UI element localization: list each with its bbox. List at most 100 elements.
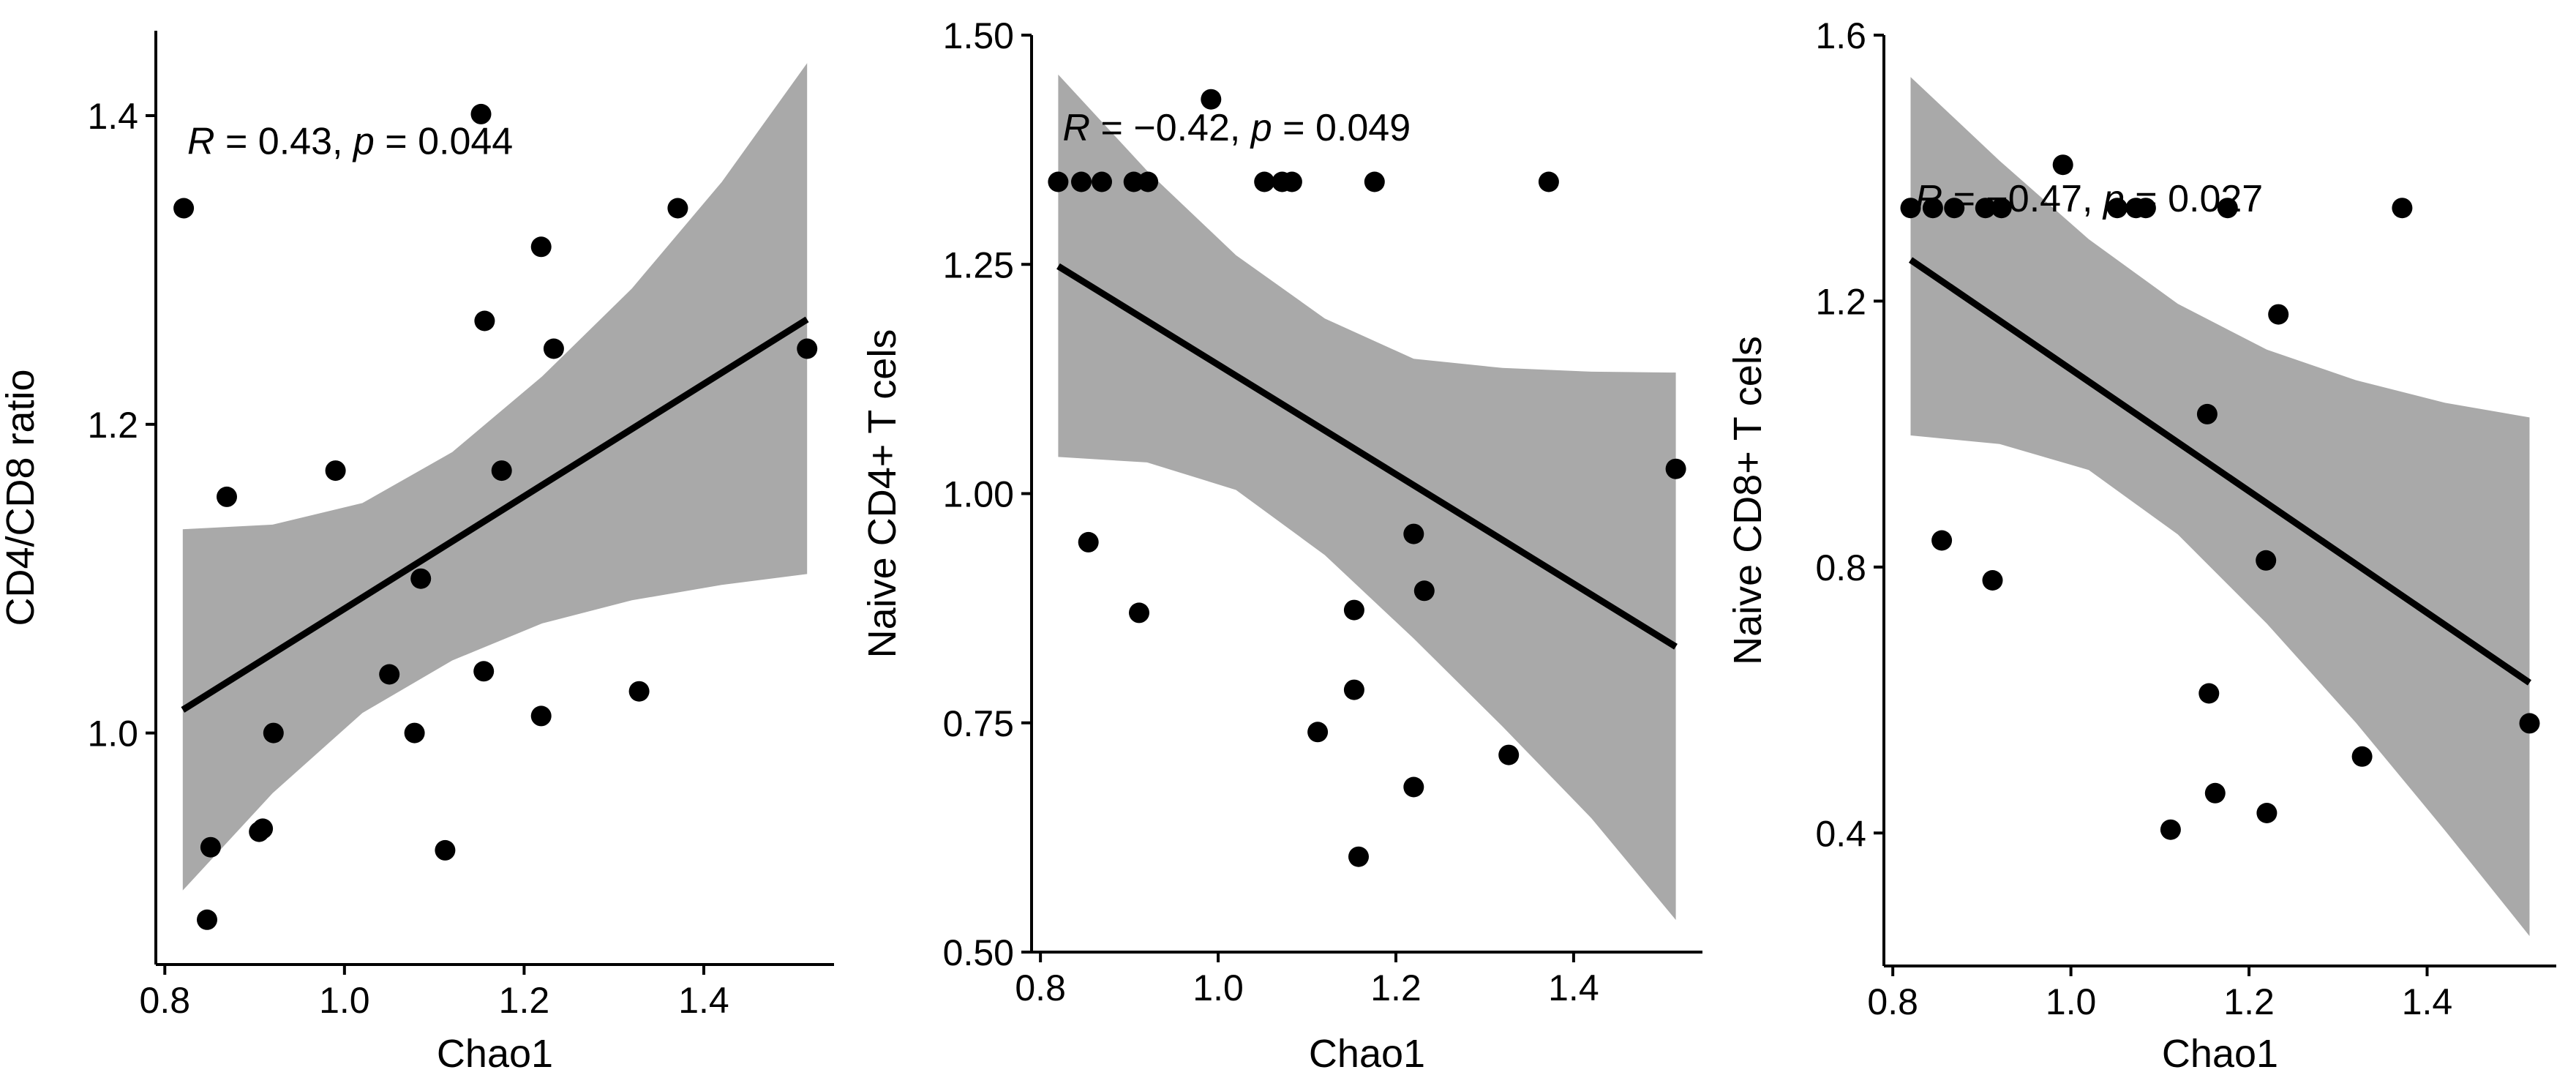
panel-3-point — [2392, 198, 2413, 219]
panel-1-y-tick-label: 1.0 — [87, 714, 138, 754]
panel-3-point — [2268, 304, 2289, 325]
panel-3-point — [2256, 803, 2278, 823]
panel-1-point — [470, 103, 492, 124]
panel-2-point — [1071, 171, 1092, 192]
panel-2-y-tick-label: 1.00 — [943, 474, 1014, 515]
panel-2-point — [1078, 531, 1099, 553]
panel-1-annotation-r-value: = 0.43, — [215, 121, 353, 163]
panel-1-point — [473, 661, 495, 682]
panel-1-point — [379, 664, 400, 685]
panel-2-x-tick-label: 1.4 — [1548, 967, 1599, 1008]
panel-1-point — [217, 486, 237, 507]
panel-3: 0.8 1.0 1.2 1.4 0.4 0.8 1.2 1.6 Chao1 Naive CD8+ … — [1726, 15, 2556, 1076]
panel-1-annotation-p-value: = 0.044 — [375, 121, 513, 163]
panel-2-point — [1307, 722, 1329, 743]
panel-1-y-tick-label: 1.2 — [87, 405, 138, 446]
panel-3-point — [2052, 154, 2073, 176]
panel-3-point — [1944, 198, 1965, 219]
panel-1-point — [263, 722, 284, 744]
panel-3-point — [1931, 530, 1953, 551]
panel-1-point — [435, 839, 456, 861]
panel-2-point — [1348, 846, 1369, 867]
panel-1-correlation-annotation: R = 0.43, p = 0.044 — [187, 121, 513, 163]
panel-3-x-tick-label: 1.0 — [2046, 981, 2097, 1022]
panel-2-point — [1364, 171, 1385, 192]
panel-1-point — [628, 681, 650, 702]
panel-2-annotation-r-symbol: R — [1063, 107, 1091, 149]
panel-3-x-axis-title: Chao1 — [2162, 1032, 2278, 1076]
panel-3-annotation-p-symbol: p — [2102, 178, 2125, 220]
panel-2-y-tick-label: 0.75 — [943, 703, 1014, 744]
panel-1-point — [667, 198, 688, 219]
panel-1-point — [530, 705, 552, 727]
panel-2-x-axis-title: Chao1 — [1309, 1032, 1425, 1076]
panel-2-y-axis-title: Naive CD4+ T cels — [860, 329, 904, 659]
panel-2-point — [1403, 523, 1424, 544]
panel-3-point — [2204, 782, 2226, 804]
panel-3-point — [2351, 746, 2373, 767]
panel-3-point — [1900, 198, 1921, 219]
panel-2: 0.8 1.0 1.2 1.4 0.50 0.75 1.00 1.25 1.50 Chao1 Nai… — [860, 15, 1702, 1076]
panel-1-y-tick-label: 1.4 — [87, 96, 138, 137]
panel-2-confidence-band — [1058, 74, 1676, 921]
panel-2-point — [1138, 171, 1159, 192]
panel-2-point — [1538, 171, 1559, 192]
panel-2-point — [1201, 89, 1222, 110]
panel-2-y-tick-label: 0.50 — [943, 932, 1014, 973]
panel-1-point — [325, 460, 346, 482]
panel-3-point — [2198, 683, 2220, 704]
panel-2-point — [1343, 679, 1364, 700]
panel-3-y-axis-title: Naive CD8+ T cels — [1726, 336, 1770, 665]
panel-1-point — [252, 818, 274, 839]
panel-3-point — [2106, 198, 2128, 219]
panel-2-point — [1413, 580, 1435, 602]
panel-2-correlation-annotation: R = −0.42, p = 0.049 — [1063, 107, 1411, 149]
panel-1-point — [200, 836, 221, 858]
panel-1-point — [410, 568, 432, 589]
panel-2-point — [1048, 171, 1069, 192]
panel-2-x-tick-label: 1.0 — [1193, 967, 1244, 1008]
panel-2-annotation-r-value: = −0.42, — [1090, 107, 1251, 149]
panel-2-point — [1403, 776, 1424, 798]
panel-2-y-tick-label: 1.25 — [943, 244, 1014, 285]
panel-3-point — [2160, 819, 2181, 840]
panel-2-point — [1343, 599, 1364, 621]
panel-3-y-tick-label: 1.2 — [1815, 281, 1866, 322]
panel-1-x-tick-label: 1.4 — [678, 980, 729, 1021]
panel-2-point — [1092, 171, 1112, 192]
panel-1-point — [404, 722, 425, 744]
panel-3-regression-line — [1908, 257, 2532, 686]
panel-2-point — [1254, 171, 1275, 192]
panel-2-point — [1498, 744, 1520, 765]
panel-3-point — [2196, 403, 2218, 424]
panel-2-annotation-p-value: = 0.049 — [1272, 107, 1411, 149]
panel-3-y-tick-label: 1.6 — [1815, 15, 1866, 56]
panel-2-annotation-p-symbol: p — [1250, 107, 1272, 149]
panel-3-x-tick-label: 0.8 — [1867, 981, 1918, 1022]
panel-1-x-tick-label: 1.0 — [319, 980, 370, 1021]
panel-1-annotation-p-symbol: p — [352, 121, 375, 163]
panel-1-point — [530, 236, 552, 258]
panel-1-x-axis-title: Chao1 — [437, 1032, 553, 1076]
panel-2-point — [1281, 171, 1302, 192]
panel-1-y-axis-title: CD4/CD8 ratio — [0, 369, 42, 626]
panel-2-x-tick-label: 0.8 — [1015, 967, 1066, 1008]
panel-3-point — [2519, 713, 2540, 734]
panel-1-point — [173, 198, 195, 219]
panel-3-point — [2256, 550, 2277, 571]
panel-2-y-tick-label: 1.50 — [943, 15, 1014, 56]
panel-3-annotation-p-value: = 0.027 — [2125, 178, 2263, 220]
panel-3-point — [1982, 570, 2003, 591]
panel-3-point — [2217, 198, 2238, 219]
panel-2-x-tick-label: 1.2 — [1370, 967, 1422, 1008]
panel-3-point — [1922, 198, 1943, 219]
panel-1-point — [474, 310, 495, 332]
panel-3-y-tick-label: 0.4 — [1815, 813, 1866, 854]
panel-1: 0.8 1.0 1.2 1.4 1.0 1.2 1.4 Chao1 CD4/CD8 ratio R… — [0, 31, 834, 1076]
panel-2-point — [1665, 458, 1686, 479]
panel-3-annotation-r-value: = −0.47, — [1942, 178, 2103, 220]
panel-1-x-tick-label: 1.2 — [499, 980, 550, 1021]
panel-3-annotation-r-symbol: R — [1915, 178, 1943, 220]
panel-1-point — [491, 460, 512, 482]
